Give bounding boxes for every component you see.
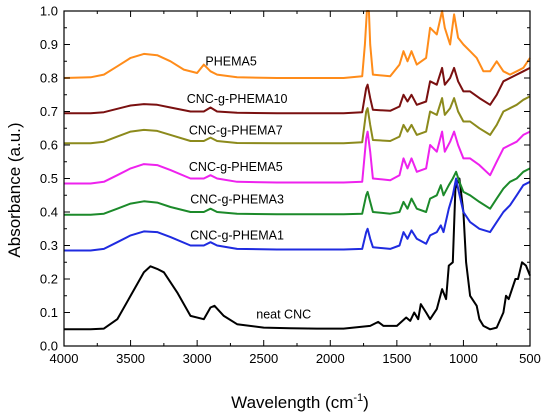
series-label-cnc-g-phema10: CNC-g-PHEMA10 (187, 92, 288, 106)
x-axis-title-main: Wavelength (cm (231, 393, 353, 412)
y-tick-label: 0.0 (40, 339, 58, 354)
series-label-layer: neat CNC CNC-g-PHEMA1 CNC-g-PHEMA3 CNC-g-PH… (187, 54, 311, 321)
series-label-cnc-g-phema1: CNC-g-PHEMA1 (190, 229, 284, 243)
y-tick-label: 0.6 (40, 138, 58, 153)
y-axis-title: Absorbance (a.u.) (5, 122, 24, 257)
x-tick-label: 3000 (183, 351, 212, 366)
series-label-phema5: PHEMA5 (205, 54, 256, 68)
series-line-cnc-g-phema1 (64, 177, 531, 252)
series-label-cnc-g-phema5: CNC-g-PHEMA5 (189, 160, 283, 174)
y-tick-label: 0.8 (40, 71, 58, 86)
x-tick-label: 2000 (316, 351, 345, 366)
y-tick-label: 1.0 (40, 4, 58, 19)
series-line-cnc-g-phema10 (64, 66, 531, 115)
y-tick-label: 0.7 (40, 104, 58, 119)
x-tick-label: 4000 (50, 351, 79, 366)
x-tick-label: 1000 (449, 351, 478, 366)
x-axis-title-sup: -1 (353, 392, 363, 404)
series-label-cnc-g-phema7: CNC-g-PHEMA7 (189, 123, 283, 137)
series-line-neat-cnc (64, 177, 531, 331)
x-axis-title: Wavelength (cm-1) (231, 392, 369, 412)
y-tick-label: 0.4 (40, 205, 58, 220)
x-tick-label: 3500 (116, 351, 145, 366)
x-tick-label: 1500 (382, 351, 411, 366)
y-tick-label: 0.3 (40, 238, 58, 253)
x-axis-title-close: ) (363, 393, 369, 412)
x-tick-label: 500 (519, 351, 541, 366)
series-line-cnc-g-phema3 (64, 167, 531, 216)
series-label-cnc-g-phema3: CNC-g-PHEMA3 (190, 193, 284, 207)
y-tick-label: 0.9 (40, 37, 58, 52)
x-tick-label: 2500 (249, 351, 278, 366)
series-line-phema5 (63, 10, 531, 79)
y-tick-label: 0.2 (40, 272, 58, 287)
y-tick-label: 0.5 (40, 171, 58, 186)
series-label-neat-cnc: neat CNC (256, 308, 311, 322)
y-tick-label: 0.1 (40, 305, 58, 320)
series-line-cnc-g-phema5 (64, 130, 531, 185)
axes-layer: 4000 3500 3000 2500 2000 1500 1000 500 0.0 0.1 0.2… (40, 4, 541, 367)
series-line-cnc-g-phema7 (64, 95, 531, 145)
series-layer (63, 10, 531, 331)
